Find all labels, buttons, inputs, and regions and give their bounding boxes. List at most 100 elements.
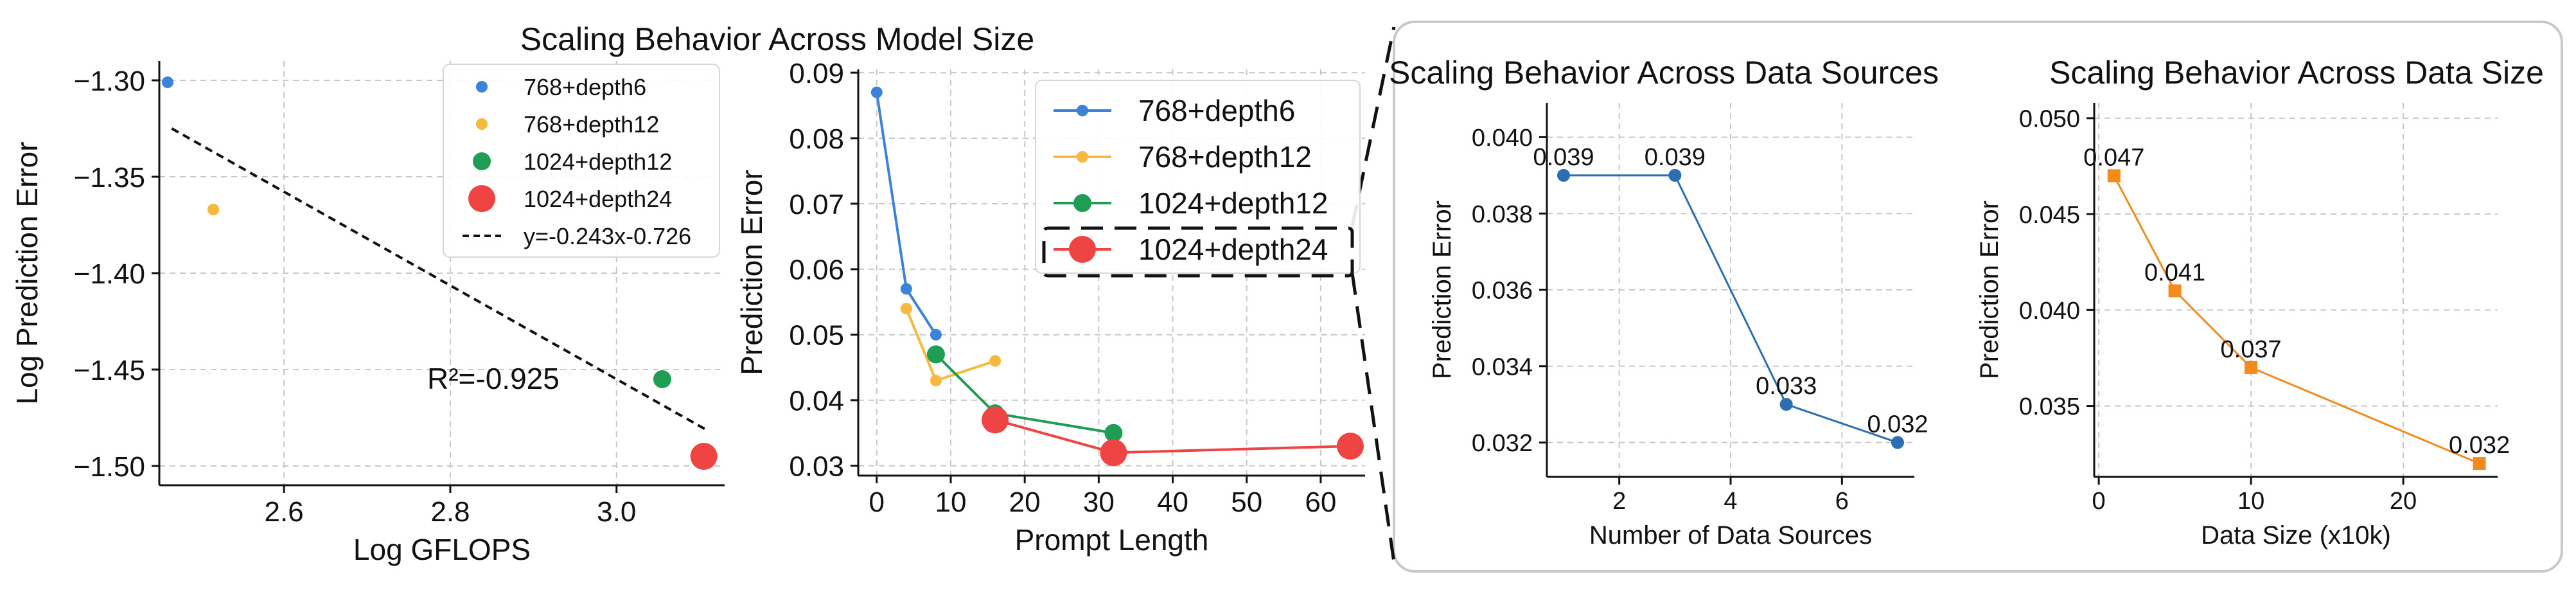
chart-data-sources: Scaling Behavior Across Data Sources 2 4 6 0… xyxy=(1389,55,1939,550)
x-tick-label: 50 xyxy=(1231,487,1262,518)
data-label: 0.037 xyxy=(2221,336,2282,363)
data-point xyxy=(870,86,883,98)
legend: 768+depth6 768+depth12 1024+depth12 1024+de… xyxy=(1035,80,1361,278)
legend-marker xyxy=(1077,151,1088,163)
legend-label: 768+depth12 xyxy=(1138,140,1312,174)
y-tick-label: 0.05 xyxy=(789,320,844,352)
y-tick-label: 0.045 xyxy=(2019,202,2080,229)
data-point xyxy=(1779,398,1793,411)
y-tick-label: 0.06 xyxy=(789,255,844,286)
r-squared-annotation: R²=-0.925 xyxy=(427,362,560,395)
data-label: 0.032 xyxy=(2449,432,2510,459)
y-tick-label: 0.036 xyxy=(1472,278,1533,305)
x-tick-label: 10 xyxy=(935,487,967,518)
series-line xyxy=(2113,175,2480,465)
data-point xyxy=(1104,424,1123,442)
legend-label: 1024+depth24 xyxy=(524,186,672,212)
legend-fit-label: y=-0.243x-0.726 xyxy=(524,223,691,249)
y-tick-label: 0.040 xyxy=(2019,298,2080,325)
y-tick-label: 0.09 xyxy=(789,58,844,89)
legend-label: 1024+depth12 xyxy=(524,148,672,175)
data-point xyxy=(2107,169,2121,183)
y-tick-label: −1.45 xyxy=(74,355,145,386)
y-tick-label: 0.034 xyxy=(1472,353,1533,380)
zoom-connector-bottom xyxy=(1350,273,1396,563)
y-tick-label: −1.35 xyxy=(74,162,145,193)
y-tick-label: 0.038 xyxy=(1472,201,1533,228)
legend: 768+depth6 768+depth12 1024+depth12 1024+de… xyxy=(443,64,720,258)
y-tick-label: 0.08 xyxy=(789,123,844,155)
y-axis-label: Log Prediction Error xyxy=(10,141,44,404)
data-point xyxy=(930,375,942,387)
y-tick-label: −1.40 xyxy=(74,258,145,290)
x-axis-label: Number of Data Sources xyxy=(1589,521,1872,550)
chart-log-gflops: 2.6 2.8 3.0 −1.30 −1.35 −1.40 −1.45 −1.50 Log GF… xyxy=(10,61,725,566)
data-point xyxy=(900,283,912,295)
data-point xyxy=(2473,457,2486,470)
data-point xyxy=(1891,436,1904,449)
data-point xyxy=(989,355,1001,367)
data-label: 0.039 xyxy=(1533,144,1594,171)
x-tick-label: 2.6 xyxy=(265,496,304,528)
legend-marker xyxy=(1077,105,1088,116)
data-point xyxy=(1557,168,1570,182)
data-point xyxy=(1100,439,1127,467)
scatter-point xyxy=(653,370,671,388)
y-tick-label: 0.040 xyxy=(1472,125,1533,152)
y-tick-label: −1.30 xyxy=(74,66,145,97)
scatter-point xyxy=(161,76,173,88)
x-tick-label: 20 xyxy=(2390,488,2417,515)
data-point xyxy=(982,406,1009,434)
legend-marker xyxy=(1073,194,1091,212)
data-label: 0.033 xyxy=(1756,373,1817,400)
x-tick-label: 0 xyxy=(869,487,885,518)
x-axis-label: Data Size (x10k) xyxy=(2201,521,2391,550)
x-axis-label: Prompt Length xyxy=(1015,523,1209,557)
series-line xyxy=(1564,174,1898,443)
legend-label: 1024+depth24 xyxy=(1138,233,1328,266)
x-tick-label: 3.0 xyxy=(597,496,636,528)
data-label: 0.032 xyxy=(1867,411,1928,438)
data-point xyxy=(926,345,945,364)
y-tick-label: 0.07 xyxy=(789,189,844,220)
x-tick-label: 30 xyxy=(1083,487,1115,518)
scatter-point xyxy=(207,204,220,215)
data-label: 0.039 xyxy=(1645,144,1706,171)
series-line xyxy=(875,92,937,335)
legend-label: 1024+depth12 xyxy=(1138,186,1328,220)
legend-marker xyxy=(473,152,491,170)
y-axis-label: Prediction Error xyxy=(1975,201,2004,379)
data-point xyxy=(2245,361,2258,374)
legend-marker xyxy=(1069,236,1096,263)
data-label: 0.041 xyxy=(2144,259,2205,286)
legend-box xyxy=(1035,80,1361,274)
x-tick-label: 10 xyxy=(2237,488,2264,515)
data-point xyxy=(900,303,912,315)
data-point xyxy=(2168,284,2182,298)
x-tick-label: 60 xyxy=(1305,487,1336,518)
y-axis-label: Prediction Error xyxy=(1428,201,1456,379)
legend-marker xyxy=(468,185,495,212)
legend-label: 768+depth12 xyxy=(524,111,659,138)
legend-label: 768+depth6 xyxy=(1138,94,1295,127)
x-tick-label: 4 xyxy=(1724,488,1737,515)
legend-marker xyxy=(476,118,488,130)
y-axis-label: Prediction Error xyxy=(735,170,768,375)
data-point xyxy=(1668,168,1682,182)
y-tick-label: 0.050 xyxy=(2019,106,2080,133)
legend-highlight-box xyxy=(1042,226,1354,278)
x-tick-label: 20 xyxy=(1009,487,1041,518)
x-axis-label: Log GFLOPS xyxy=(353,533,531,566)
data-point xyxy=(1336,433,1364,460)
x-tick-label: 40 xyxy=(1157,487,1188,518)
chart-data-size: Scaling Behavior Across Data Size 0 10 20 0.… xyxy=(1975,55,2544,550)
figure-title-model-size: Scaling Behavior Across Model Size xyxy=(520,21,1034,57)
legend-label: 768+depth6 xyxy=(524,74,646,100)
legend-box xyxy=(443,64,720,258)
y-tick-label: 0.032 xyxy=(1472,430,1533,457)
data-label: 0.047 xyxy=(2083,144,2144,171)
y-tick-label: 0.035 xyxy=(2019,393,2080,420)
x-tick-label: 0 xyxy=(2092,488,2106,515)
x-tick-label: 2 xyxy=(1612,488,1626,515)
